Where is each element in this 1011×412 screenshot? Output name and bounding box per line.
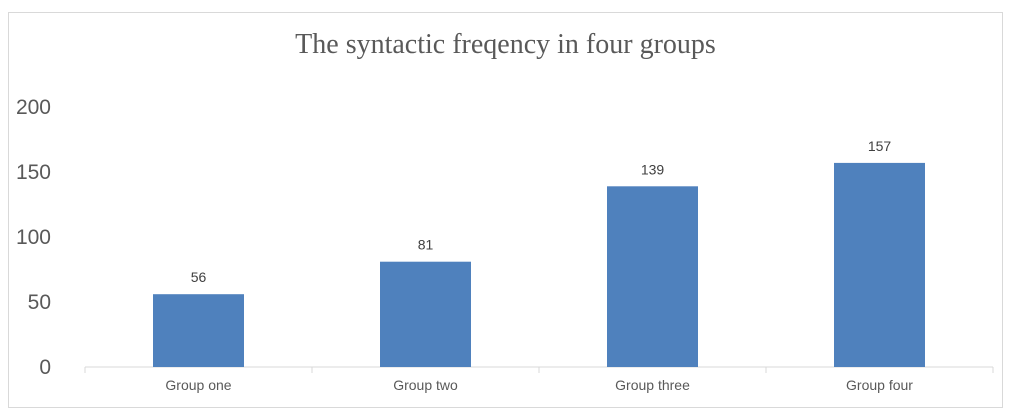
x-tick-label: Group three [615,377,690,393]
data-label: 56 [191,269,207,285]
bar[interactable] [153,294,244,367]
data-label: 81 [418,237,434,253]
bar[interactable] [607,186,698,367]
y-tick-label: 150 [16,161,51,184]
y-tick-label: 100 [16,226,51,249]
x-tick-label: Group one [165,377,231,393]
x-tick-label: Group four [846,377,913,393]
data-label: 139 [641,161,665,177]
chart-title: The syntactic freqency in four groups [295,29,716,60]
y-tick-label: 200 [16,96,51,119]
y-tick-label: 50 [28,291,51,314]
bar[interactable] [834,162,925,367]
y-tick-label: 0 [39,356,51,379]
data-label: 157 [868,138,892,154]
bar[interactable] [380,261,471,367]
x-tick-label: Group two [393,377,458,393]
